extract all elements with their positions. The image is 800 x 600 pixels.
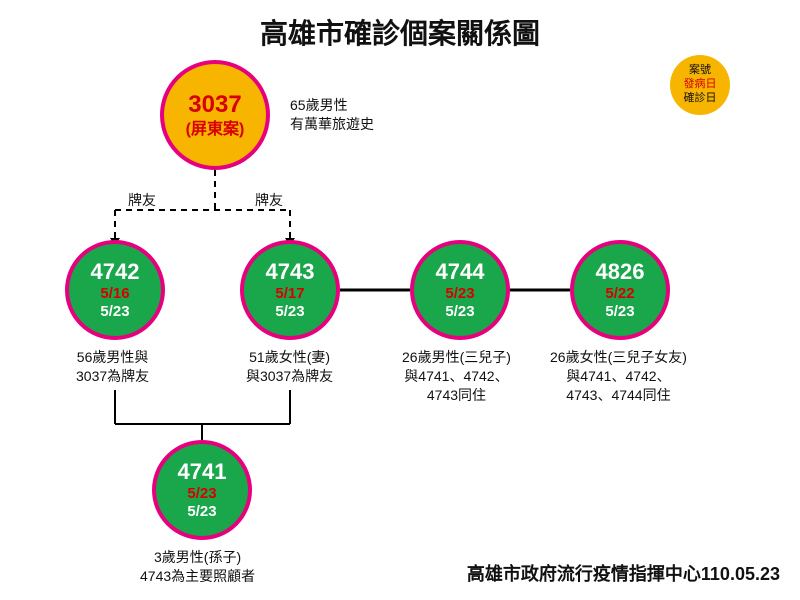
case-id: 3037 — [188, 91, 241, 120]
edge-label: 牌友 — [255, 190, 283, 210]
legend-line: 確診日 — [684, 92, 717, 106]
case-description: 3歲男性(孫子) 4743為主要照顧者 — [140, 548, 255, 586]
onset-date: 5/22 — [605, 285, 634, 303]
case-description: 26歲男性(三兒子) 與4741、4742、 4743同住 — [402, 348, 511, 405]
onset-date: 5/16 — [100, 285, 129, 303]
confirm-date: 5/23 — [100, 303, 129, 321]
confirm-date: 5/23 — [605, 303, 634, 321]
case-description: 65歲男性 有萬華旅遊史 — [290, 96, 374, 134]
onset-date: 5/17 — [275, 285, 304, 303]
case-description: 56歲男性與 3037為牌友 — [76, 348, 149, 386]
case-node-4744: 47445/235/23 — [410, 240, 510, 340]
diagram-title: 高雄市確診個案關係圖 — [0, 12, 800, 52]
case-node-4743: 47435/175/23 — [240, 240, 340, 340]
case-id: 4826 — [596, 259, 645, 285]
legend-line: 發病日 — [684, 78, 717, 92]
case-id: 4741 — [178, 459, 227, 485]
case-node-4742: 47425/165/23 — [65, 240, 165, 340]
confirm-date: 5/23 — [445, 303, 474, 321]
case-id: 4742 — [91, 259, 140, 285]
case-node-4741: 47415/235/23 — [152, 440, 252, 540]
onset-date: 5/23 — [187, 485, 216, 503]
confirm-date: 5/23 — [187, 503, 216, 521]
case-id: 4744 — [436, 259, 485, 285]
case-id: 4743 — [266, 259, 315, 285]
case-description: 51歲女性(妻) 與3037為牌友 — [246, 348, 333, 386]
case-description: 26歲女性(三兒子女友) 與4741、4742、 4743、4744同住 — [550, 348, 687, 405]
case-subtitle: (屏東案) — [186, 120, 245, 139]
edge-label: 牌友 — [128, 190, 156, 210]
case-node-4826: 48265/225/23 — [570, 240, 670, 340]
onset-date: 5/23 — [445, 285, 474, 303]
legend: 案號發病日確診日 — [670, 55, 730, 115]
legend-line: 案號 — [689, 64, 711, 78]
confirm-date: 5/23 — [275, 303, 304, 321]
footer-text: 高雄市政府流行疫情指揮中心110.05.23 — [467, 560, 780, 586]
case-node-3037: 3037(屏東案) — [160, 60, 270, 170]
